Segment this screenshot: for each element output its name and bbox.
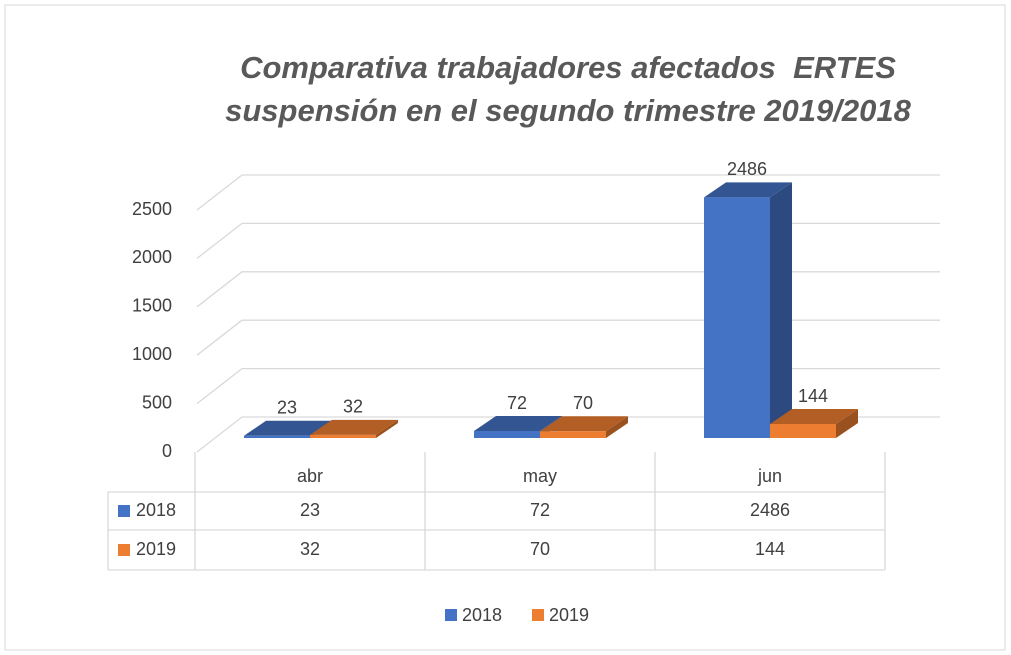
bar xyxy=(310,419,398,438)
data-label: 2486 xyxy=(727,159,767,179)
table-cell: 144 xyxy=(755,539,785,559)
bar-face xyxy=(704,182,792,198)
table-cell: 70 xyxy=(530,539,550,559)
y-tick-label: 1500 xyxy=(132,296,172,316)
bar-face xyxy=(244,420,332,436)
bar-face xyxy=(310,419,398,435)
data-label: 23 xyxy=(277,398,297,418)
bar-face xyxy=(606,416,628,438)
legend-key xyxy=(532,609,544,621)
bar-face xyxy=(376,419,398,438)
x-tick-label: may xyxy=(523,466,557,486)
y-tick-label: 2500 xyxy=(132,199,172,219)
bar xyxy=(770,409,858,438)
bar xyxy=(704,182,792,438)
bar-face xyxy=(770,409,858,425)
bar-face xyxy=(540,431,606,438)
data-label: 70 xyxy=(573,393,593,413)
bar-face xyxy=(704,197,770,438)
table-cell: 23 xyxy=(300,500,320,520)
table-legend-key xyxy=(118,505,130,517)
grid-line xyxy=(196,174,940,211)
y-tick-label: 1000 xyxy=(132,344,172,364)
y-tick-label: 2000 xyxy=(132,247,172,267)
data-label: 144 xyxy=(798,386,828,406)
data-label: 32 xyxy=(343,397,363,417)
table-cell: 32 xyxy=(300,539,320,559)
chart-title: suspensión en el segundo trimestre 2019/… xyxy=(225,93,911,128)
chart-title: Comparativa trabajadores afectados ERTES xyxy=(240,50,896,85)
legend-label: 2019 xyxy=(549,605,589,625)
legend-key xyxy=(445,609,457,621)
legend-label: 2018 xyxy=(462,605,502,625)
data-label: 72 xyxy=(507,393,527,413)
x-tick-label: jun xyxy=(757,466,782,486)
table-row-label: 2019 xyxy=(136,539,176,559)
x-tick-label: abr xyxy=(297,466,323,486)
bar-face xyxy=(310,434,376,438)
bar-face xyxy=(474,431,540,438)
table-cell: 72 xyxy=(530,500,550,520)
bar-face xyxy=(244,435,310,438)
table-legend-key xyxy=(118,544,130,556)
bar-face xyxy=(540,416,628,432)
y-tick-label: 500 xyxy=(142,392,172,412)
bar-face xyxy=(770,182,792,438)
y-tick-label: 0 xyxy=(162,441,172,461)
table-row-label: 2018 xyxy=(136,500,176,520)
bar xyxy=(540,416,628,438)
bar-face xyxy=(836,409,858,438)
bar-face xyxy=(770,424,836,438)
chart-border xyxy=(4,4,1006,651)
table-cell: 2486 xyxy=(750,500,790,520)
bar-face xyxy=(474,416,562,432)
